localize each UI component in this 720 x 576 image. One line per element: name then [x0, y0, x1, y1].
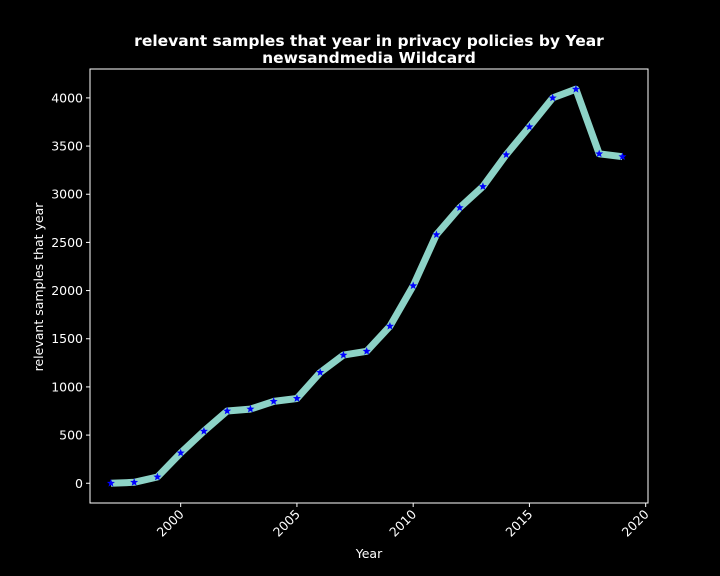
- data-point-star: [316, 368, 325, 376]
- data-point-star: [292, 394, 301, 402]
- data-point-star: [199, 427, 208, 435]
- data-point-star: [478, 182, 487, 190]
- data-point-star: [362, 347, 371, 355]
- data-point-star: [525, 122, 534, 131]
- y-tick-label: 2000: [51, 283, 83, 298]
- data-point-star: [548, 93, 557, 102]
- y-tick-label: 2500: [51, 235, 83, 250]
- y-tick-label: 0: [75, 476, 83, 491]
- y-tick-label: 3500: [51, 139, 83, 154]
- data-point-star: [269, 397, 278, 405]
- chart-title-line-1: relevant samples that year in privacy po…: [134, 32, 604, 50]
- data-point-star: [571, 85, 580, 93]
- y-axis-label: relevant samples that year: [31, 202, 46, 372]
- data-point-star: [339, 350, 348, 359]
- data-point-star: [502, 150, 511, 159]
- chart-title-line-2: newsandmedia Wildcard: [262, 49, 476, 67]
- data-point-star: [618, 152, 627, 161]
- data-point-star: [246, 404, 255, 413]
- x-axis-label: Year: [355, 546, 383, 561]
- data-point-star: [176, 448, 185, 457]
- data-point-star: [595, 149, 604, 158]
- data-point-star: [455, 203, 464, 212]
- y-tick-label: 3000: [51, 187, 83, 202]
- y-tick-label: 500: [59, 428, 83, 443]
- y-tick-label: 1000: [51, 379, 83, 394]
- data-point-star: [130, 478, 139, 486]
- plot-frame: [89, 68, 649, 504]
- data-point-star: [106, 479, 115, 487]
- data-point-star: [409, 281, 418, 290]
- y-tick-label: 4000: [51, 90, 83, 105]
- y-tick-label: 1500: [51, 331, 83, 346]
- data-point-star: [153, 472, 162, 481]
- plot-area: [106, 85, 627, 487]
- data-point-star: [432, 230, 441, 239]
- data-point-star: [223, 406, 232, 415]
- data-point-star: [385, 322, 394, 330]
